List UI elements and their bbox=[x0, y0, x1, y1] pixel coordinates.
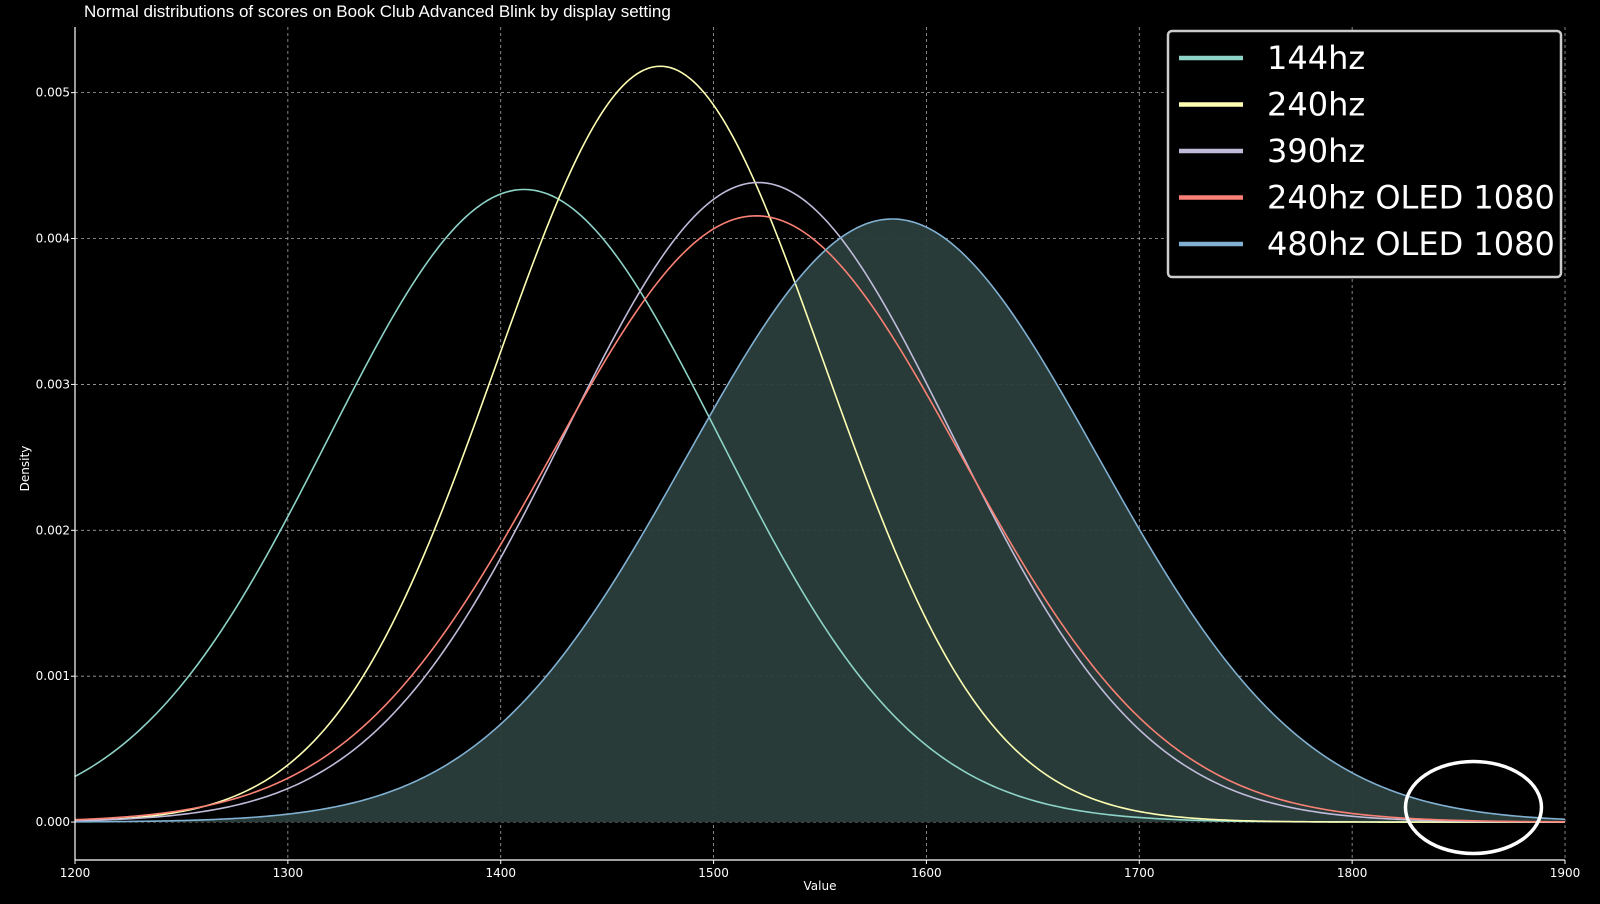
x-tick-label: 1300 bbox=[273, 866, 304, 880]
series-line-1 bbox=[74, 65, 1565, 823]
y-tick-label: 0.002 bbox=[36, 523, 70, 537]
series-line-2 bbox=[74, 181, 1566, 823]
legend-label: 240hz OLED 1080 bbox=[1267, 179, 1555, 217]
x-tick-label: 1500 bbox=[698, 866, 729, 880]
y-tick-label: 0.001 bbox=[36, 669, 70, 683]
x-tick-label: 1600 bbox=[911, 866, 942, 880]
x-tick-label: 1400 bbox=[485, 866, 516, 880]
x-axis-label: Value bbox=[804, 879, 837, 893]
legend-label: 240hz bbox=[1267, 86, 1365, 124]
legend-box bbox=[1166, 29, 1563, 279]
series-line-4 bbox=[74, 218, 1566, 823]
x-tick-label: 1900 bbox=[1550, 866, 1581, 880]
series-fill-4 bbox=[75, 218, 1565, 823]
y-tick-label: 0.003 bbox=[36, 377, 70, 391]
x-tick-label: 1800 bbox=[1337, 866, 1368, 880]
chart-title: Normal distributions of scores on Book C… bbox=[84, 2, 671, 21]
y-tick-label: 0.004 bbox=[36, 232, 70, 246]
annotation-ellipse bbox=[1403, 759, 1544, 856]
y-axis-label: Density bbox=[18, 446, 32, 492]
y-tick-label: 0.005 bbox=[36, 86, 70, 100]
x-tick-label: 1700 bbox=[1124, 866, 1155, 880]
legend-label: 144hz bbox=[1267, 39, 1365, 77]
series-line-3 bbox=[74, 215, 1566, 823]
legend-label: 390hz bbox=[1267, 132, 1365, 170]
legend-label: 480hz OLED 1080 bbox=[1267, 225, 1555, 263]
y-tick-label: 0.000 bbox=[36, 815, 70, 829]
x-tick-label: 1200 bbox=[60, 866, 91, 880]
